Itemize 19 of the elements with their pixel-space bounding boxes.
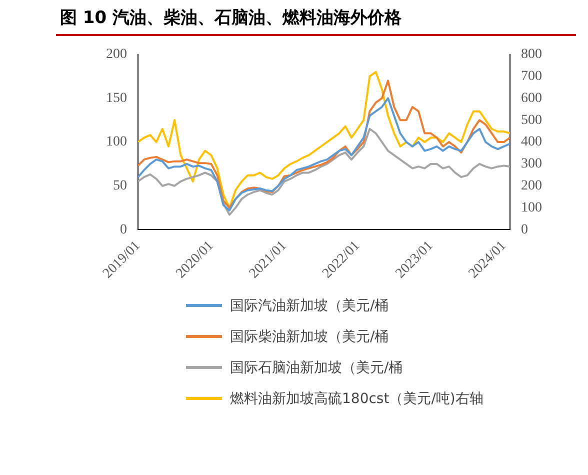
legend-label: 国际石脑油新加坡（美元/桶 (230, 358, 403, 376)
y-tick-label: 200 (106, 47, 127, 62)
y2-tick-label: 0 (521, 222, 528, 238)
legend-label: 国际汽油新加坡（美元/桶 (230, 296, 389, 314)
y-tick-label: 100 (106, 134, 127, 150)
legend-label: 国际柴油新加坡（美元/桶 (230, 328, 389, 346)
y-tick-label: 50 (113, 178, 127, 194)
legend-label: 燃料油新加坡高硫180cst（美元/吨)右轴 (230, 390, 484, 408)
y2-tick-label: 500 (521, 112, 542, 128)
y2-tick-label: 600 (521, 90, 542, 106)
y-tick-label: 150 (106, 90, 127, 106)
y2-tick-label: 100 (521, 200, 542, 216)
y-tick-label: 0 (120, 222, 127, 238)
y2-tick-label: 800 (521, 47, 542, 62)
y2-tick-label: 400 (521, 134, 542, 150)
y2-tick-label: 300 (521, 156, 542, 172)
chart-title: 图 10 汽油、柴油、石脑油、燃料油海外价格 (60, 7, 402, 29)
y2-tick-label: 200 (521, 178, 542, 194)
y2-tick-label: 700 (521, 68, 542, 84)
